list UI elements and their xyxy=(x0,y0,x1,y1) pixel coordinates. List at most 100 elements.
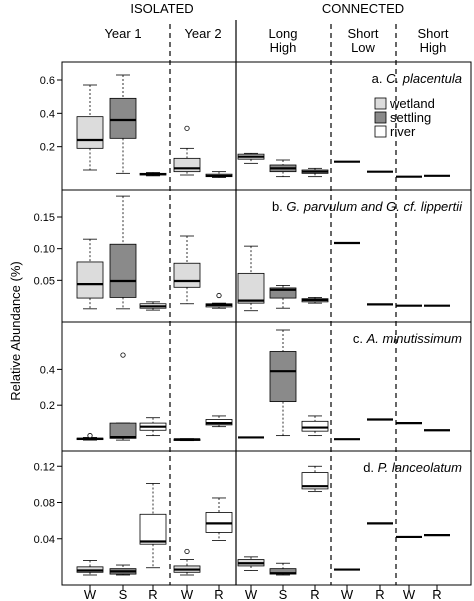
y-tick-label: 0.4 xyxy=(40,108,55,120)
x-tick-label: S xyxy=(279,587,288,601)
box-body xyxy=(301,472,329,490)
x-tick-label: R xyxy=(432,587,441,601)
box-body xyxy=(301,420,329,432)
panel-title-taxon: P. lanceolatum xyxy=(378,460,462,475)
y-tick-label: 0.05 xyxy=(34,275,55,287)
legend-label-wetland: wetland xyxy=(389,96,435,111)
box-y1-S xyxy=(109,564,137,576)
period-label-y1: Year 1 xyxy=(104,26,141,41)
group-header-connected: CONNECTED xyxy=(322,1,404,16)
box-lh-S xyxy=(269,329,297,437)
panel-title-taxon: C. placentula xyxy=(386,71,462,86)
x-tick-label: W xyxy=(245,587,258,601)
box-lh-S xyxy=(269,284,297,309)
period-label-lh: Long xyxy=(269,26,298,41)
panel-b: 0.05 0.10 0.15 b. G. parvulum and G. cf. li… xyxy=(34,189,472,323)
box-body xyxy=(269,351,297,403)
panel-title-taxon: G. parvulum and G. cf. lippertii xyxy=(286,199,463,214)
legend-swatch-settling xyxy=(374,111,387,124)
outlier-point xyxy=(184,125,190,131)
y-tick-label: 0.6 xyxy=(40,75,55,87)
panels: 0.2 0.4 0.6 a. C. placentula wetlandsettling… xyxy=(34,61,472,586)
y-tick-label: 0.08 xyxy=(34,498,55,510)
box-lh-R xyxy=(301,415,329,437)
period-label-sl: Low xyxy=(351,40,375,55)
x-tick-label: S xyxy=(119,587,128,601)
x-tick-label: R xyxy=(214,587,223,601)
panel-title: d. P. lanceolatum xyxy=(363,460,462,475)
box-lh-W xyxy=(237,152,265,164)
period-label-lh: High xyxy=(270,40,297,55)
box-y2-R xyxy=(205,497,233,541)
box-body xyxy=(109,422,137,439)
box-body xyxy=(237,272,265,304)
box-body xyxy=(109,97,137,139)
box-body xyxy=(76,261,104,299)
box-y2-W xyxy=(173,438,201,442)
x-tick-label: W xyxy=(181,587,194,601)
y-tick-label: 0.12 xyxy=(34,461,55,473)
y-tick-label: 0.2 xyxy=(40,400,55,412)
x-tick-label: W xyxy=(341,587,354,601)
box-lh-W xyxy=(237,556,265,571)
x-tick-label: W xyxy=(403,587,416,601)
x-tick-label: R xyxy=(148,587,157,601)
box-body xyxy=(173,157,201,173)
panel-title-prefix: d. xyxy=(363,460,377,475)
panel-title: c. A. minutissimum xyxy=(353,331,462,346)
box-body xyxy=(173,262,201,288)
x-tick-label: W xyxy=(84,587,97,601)
box-y1-W xyxy=(76,433,104,441)
period-label-y2: Year 2 xyxy=(184,26,221,41)
panel-title: b. G. parvulum and G. cf. lippertii xyxy=(272,199,463,214)
panel-c: 0.2 0.4 c. A. minutissimum xyxy=(40,321,472,452)
outlier-point xyxy=(87,433,93,439)
legend-swatch-wetland xyxy=(374,97,387,110)
box-lh-S xyxy=(269,562,297,576)
box-lh-R xyxy=(301,167,329,178)
box-y1-S xyxy=(109,195,137,310)
panel-title: a. C. placentula xyxy=(372,71,462,86)
legend-label-settling: settling xyxy=(390,110,431,125)
box-lh-S xyxy=(269,159,297,178)
panel-title-prefix: b. xyxy=(272,199,286,214)
box-y2-R xyxy=(205,292,233,309)
outlier-point xyxy=(120,352,126,358)
y-tick-label: 0.10 xyxy=(34,244,55,256)
dividers xyxy=(169,20,397,585)
panel-d: 0.04 0.08 0.12 d. P. lanceolatum xyxy=(34,450,472,586)
box-body xyxy=(269,287,297,299)
box-y1-S xyxy=(109,352,137,441)
box-y2-R xyxy=(205,171,233,178)
box-lh-W xyxy=(237,245,265,312)
legend-label-river: river xyxy=(390,124,416,139)
box-y2-R xyxy=(205,415,233,428)
x-tick-label: R xyxy=(375,587,384,601)
y-tick-label: 0.4 xyxy=(40,364,55,376)
box-y1-R xyxy=(139,172,167,177)
outlier-point xyxy=(184,548,190,555)
outlier-point xyxy=(216,292,222,299)
box-y2-W xyxy=(173,235,201,305)
box-y1-R xyxy=(139,483,167,569)
group-header-isolated: ISOLATED xyxy=(130,1,193,16)
panel-title-prefix: a. xyxy=(372,71,386,86)
box-y1-W xyxy=(76,238,104,310)
panel-title-prefix: c. xyxy=(353,331,367,346)
box-y1-W xyxy=(76,560,104,576)
box-lh-R xyxy=(301,297,329,304)
box-y1-S xyxy=(109,74,137,174)
box-y1-R xyxy=(139,417,167,437)
legend-swatch-river xyxy=(374,125,387,138)
period-label-sl: Short xyxy=(347,26,378,41)
box-lh-R xyxy=(301,465,329,493)
panel-a: 0.2 0.4 0.6 a. C. placentula wetlandsettling… xyxy=(40,61,472,191)
y-tick-label: 0.04 xyxy=(34,534,55,546)
period-label-sh: Short xyxy=(417,26,448,41)
box-body xyxy=(76,116,104,149)
y-tick-label: 0.2 xyxy=(40,142,55,154)
